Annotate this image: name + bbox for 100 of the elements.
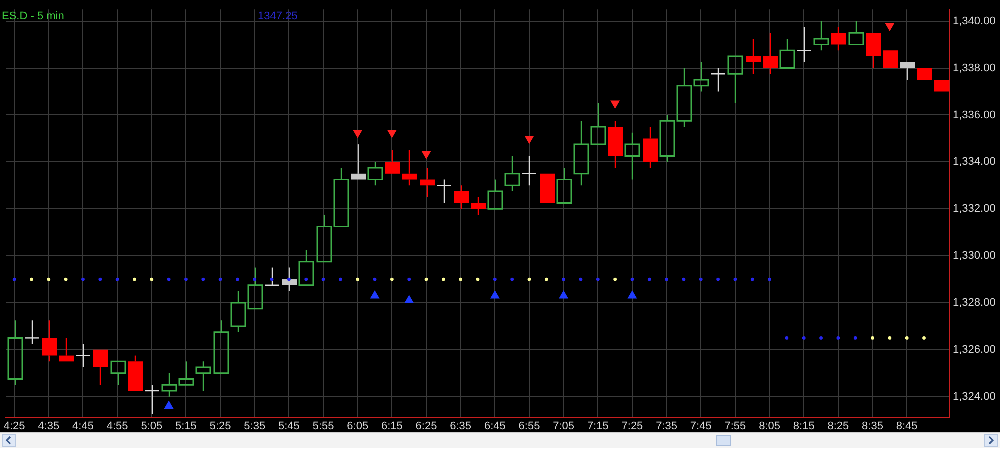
- point: [82, 278, 85, 282]
- candlestick: [488, 179, 504, 210]
- candlestick: [402, 150, 417, 186]
- point: [630, 278, 634, 282]
- x-tick-label: 6:05: [347, 420, 369, 433]
- point: [614, 278, 618, 282]
- candlestick: [368, 162, 384, 186]
- x-tick-label: 6:15: [381, 420, 403, 433]
- point: [370, 290, 380, 299]
- point: [236, 278, 240, 282]
- y-tick-label: 1,326.00: [953, 344, 996, 356]
- x-tick-label: 8:35: [862, 420, 884, 433]
- point: [610, 100, 620, 109]
- point: [628, 290, 638, 299]
- x-tick-label: 6:55: [518, 420, 540, 433]
- point: [682, 278, 686, 282]
- point: [493, 278, 497, 282]
- point: [510, 278, 514, 282]
- point: [373, 278, 377, 282]
- candlestick: [504, 156, 520, 192]
- candlestick: [780, 38, 796, 70]
- point: [820, 336, 823, 340]
- candlestick: [76, 343, 92, 368]
- point: [442, 278, 446, 282]
- point: [596, 278, 600, 282]
- point: [459, 278, 463, 282]
- y-tick-label: 1,332.00: [953, 203, 996, 216]
- candlestick: [385, 150, 400, 174]
- y-tick-label: 1,334.00: [953, 156, 996, 168]
- candlestick: [24, 320, 40, 345]
- point: [408, 278, 412, 282]
- point: [133, 278, 136, 282]
- point: [699, 278, 703, 282]
- point: [476, 278, 480, 282]
- x-tick-label: 5:35: [244, 420, 266, 433]
- point: [905, 336, 909, 340]
- point: [64, 278, 68, 282]
- candlestick: [264, 267, 280, 286]
- point: [716, 278, 720, 282]
- candlestick: [866, 33, 881, 69]
- point: [734, 278, 738, 282]
- point: [338, 278, 342, 282]
- candlestick: [144, 384, 160, 416]
- candlestick: [624, 132, 640, 180]
- x-tick-label: 8:25: [828, 420, 850, 433]
- x-tick-label: 4:55: [106, 420, 128, 433]
- point: [98, 278, 102, 282]
- point: [528, 278, 532, 282]
- x-tick-label: 4:35: [38, 420, 60, 433]
- x-tick-label: 8:05: [759, 420, 780, 433]
- y-tick-label: 1,328.00: [953, 297, 996, 310]
- x-tick-label: 5:55: [312, 420, 334, 433]
- point: [184, 278, 188, 282]
- y-tick-label: 1,336.00: [953, 109, 996, 122]
- point: [854, 336, 858, 340]
- candlestick: [556, 167, 572, 204]
- candlestick: [848, 20, 864, 46]
- candlestick: [728, 56, 744, 104]
- x-tick-label: 5:15: [176, 420, 197, 433]
- x-tick-label: 7:35: [656, 420, 678, 433]
- x-tick-label: 8:45: [896, 420, 918, 433]
- candlestick: [608, 120, 623, 169]
- point: [167, 278, 171, 282]
- point: [47, 278, 51, 282]
- candlestick: [282, 267, 297, 292]
- point: [785, 336, 789, 340]
- point: [888, 336, 892, 340]
- point: [562, 278, 566, 282]
- candlestick: [746, 38, 761, 75]
- candlestick: [351, 144, 366, 180]
- point: [164, 400, 174, 410]
- point: [750, 278, 754, 282]
- x-tick-label: 5:25: [210, 420, 232, 433]
- point: [270, 278, 274, 282]
- x-tick-label: 7:25: [622, 420, 644, 433]
- point: [356, 278, 360, 282]
- point: [30, 278, 34, 282]
- x-tick-label: 7:15: [587, 420, 609, 433]
- point: [559, 290, 569, 299]
- point: [579, 278, 583, 282]
- candlestick: [522, 156, 538, 186]
- candlestick: [796, 26, 812, 64]
- point: [524, 136, 534, 144]
- candlestick: [454, 185, 469, 210]
- candlestick: [436, 179, 452, 204]
- point: [202, 278, 206, 282]
- x-tick-label: 6:45: [484, 420, 506, 433]
- candlestick: [471, 196, 486, 216]
- point: [304, 278, 308, 282]
- y-tick-label: 1,324.00: [953, 390, 996, 403]
- point: [648, 278, 652, 282]
- candlestick: [93, 350, 108, 386]
- point: [871, 336, 874, 340]
- point: [288, 278, 291, 282]
- point: [353, 130, 363, 138]
- point: [768, 278, 772, 282]
- candlestick: [710, 68, 726, 92]
- point: [218, 278, 222, 282]
- candlestick: [420, 167, 435, 198]
- point: [836, 336, 840, 340]
